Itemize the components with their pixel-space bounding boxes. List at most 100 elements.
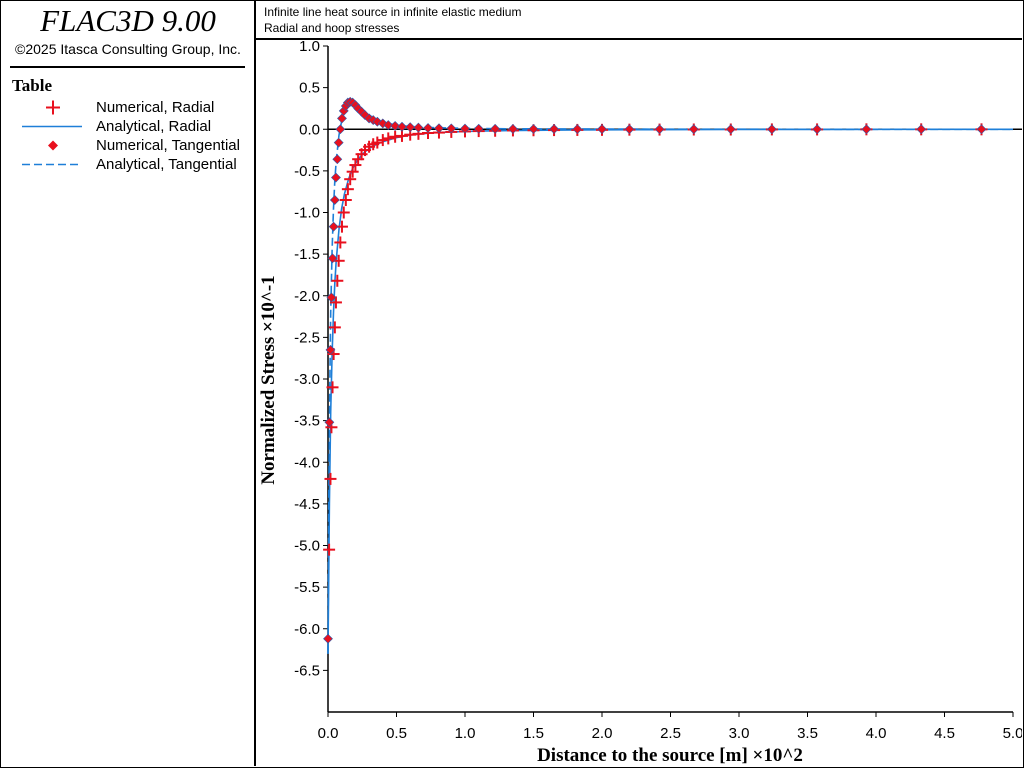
data-point-numerical-tangential xyxy=(624,124,635,135)
data-point-numerical-tangential xyxy=(328,221,339,232)
y-tick-label: -4.5 xyxy=(294,496,320,513)
data-point-numerical-radial xyxy=(339,194,352,207)
data-point-numerical-tangential xyxy=(460,123,470,134)
x-tick-label: 1.5 xyxy=(523,725,544,742)
x-tick-label: 3.5 xyxy=(797,725,818,742)
data-point-numerical-tangential xyxy=(423,123,433,133)
app-title: FLAC3D 9.00 xyxy=(40,3,216,38)
data-point-numerical-radial xyxy=(323,543,336,556)
legend-label: Analytical, Tangential xyxy=(96,156,237,173)
x-tick-label: 4.0 xyxy=(866,725,887,742)
y-tick-label: -2.0 xyxy=(294,288,320,305)
data-point-numerical-radial xyxy=(324,472,337,485)
data-point-numerical-tangential xyxy=(688,124,699,135)
plus-marker-icon xyxy=(46,100,60,115)
y-tick-label: 0.0 xyxy=(299,121,320,138)
y-tick-label: -5.5 xyxy=(294,579,320,596)
diamond-marker-icon xyxy=(48,140,58,151)
data-point-numerical-tangential xyxy=(508,123,518,134)
sidebar-divider xyxy=(10,66,245,68)
data-point-numerical-tangential xyxy=(916,124,927,135)
y-tick-label: -0.5 xyxy=(294,163,320,180)
x-tick-label: 5.0 xyxy=(1003,725,1022,742)
plot-subtitle: Radial and hoop stresses xyxy=(264,21,400,35)
dashed-line-icon xyxy=(22,163,82,166)
data-point-numerical-tangential xyxy=(326,292,337,303)
data-point-numerical-tangential xyxy=(597,124,607,135)
x-tick-label: 2.0 xyxy=(592,725,613,742)
solid-line-icon xyxy=(22,125,82,128)
data-point-numerical-tangential xyxy=(337,113,347,124)
data-point-numerical-tangential xyxy=(397,121,407,132)
plot-header: Infinite line heat source in infinite el… xyxy=(256,0,1022,40)
data-point-numerical-radial xyxy=(382,132,395,145)
y-tick-label: -5.0 xyxy=(294,538,320,555)
copyright-notice: ©2025 Itasca Consulting Group, Inc. xyxy=(15,41,241,57)
legend-title: Table xyxy=(12,76,53,95)
data-point-numerical-tangential xyxy=(654,124,665,135)
axes: 1.0 0.5 0.0 -0.5 -1.0 -1.5 -2.0 -2.5 -3.0 -3.5 -4.… xyxy=(294,40,1022,742)
y-tick-label: -3.5 xyxy=(294,413,320,430)
data-point-numerical-radial xyxy=(395,129,408,142)
data-point-numerical-radial xyxy=(376,134,389,147)
y-tick-label: 1.0 xyxy=(299,40,320,55)
x-tick-label: 3.0 xyxy=(729,725,750,742)
data-point-numerical-tangential xyxy=(528,124,539,134)
data-point-numerical-radial xyxy=(329,296,342,309)
data-point-numerical-tangential xyxy=(333,137,344,148)
x-tick-label: 4.5 xyxy=(934,725,955,742)
data-point-numerical-tangential xyxy=(725,124,736,135)
data-point-numerical-tangential xyxy=(405,122,416,133)
data-point-numerical-tangential xyxy=(549,124,559,134)
data-point-numerical-radial xyxy=(344,173,357,186)
y-axis-label: Normalized Stress ×10^-1 xyxy=(258,275,279,484)
data-point-numerical-radial xyxy=(349,159,362,172)
y-tick-label: -4.0 xyxy=(294,454,320,471)
y-tick-label: -1.0 xyxy=(294,205,320,222)
y-tick-label: 0.5 xyxy=(299,80,320,97)
x-tick-label: 2.5 xyxy=(660,725,681,742)
data-point-numerical-tangential xyxy=(383,120,394,131)
legend-item-analytical-radial: Analytical, Radial xyxy=(0,117,256,136)
data-point-numerical-tangential xyxy=(572,124,583,135)
data-point-numerical-radial xyxy=(371,136,384,149)
plot-title: Infinite line heat source in infinite el… xyxy=(264,5,522,19)
data-point-numerical-tangential xyxy=(976,124,987,135)
data-point-numerical-tangential xyxy=(331,172,341,183)
data-point-numerical-tangential xyxy=(446,123,457,134)
legend-item-numerical-tangential: Numerical, Tangential xyxy=(0,136,256,155)
data-point-numerical-radial xyxy=(346,165,359,178)
x-tick-label: 0.5 xyxy=(386,725,407,742)
series-line-analytical-radial xyxy=(327,128,1013,654)
data-point-numerical-tangential xyxy=(325,344,336,355)
legend-label: Numerical, Tangential xyxy=(96,137,240,154)
data-point-numerical-tangential xyxy=(327,253,338,264)
legend-label: Numerical, Radial xyxy=(96,99,215,116)
data-point-numerical-radial xyxy=(334,236,347,249)
x-axis-label: Distance to the source [m] ×10^2 xyxy=(537,745,803,766)
x-tick-label: 1.0 xyxy=(455,725,476,742)
y-tick-label: -6.0 xyxy=(294,621,320,638)
data-point-numerical-radial xyxy=(337,206,350,219)
data-point-numerical-tangential xyxy=(324,417,335,428)
data-point-numerical-radial xyxy=(326,381,339,394)
data-point-numerical-tangential xyxy=(766,124,777,135)
chart: 1.0 0.5 0.0 -0.5 -1.0 -1.5 -2.0 -2.5 -3.0 -3.5 -4.… xyxy=(258,40,1022,766)
data-point-numerical-tangential xyxy=(323,633,333,644)
data-point-numerical-tangential xyxy=(413,122,424,133)
data-point-numerical-tangential xyxy=(473,123,484,134)
legend-item-numerical-radial: Numerical, Radial xyxy=(0,98,256,117)
y-tick-label: -2.5 xyxy=(294,329,320,346)
data-point-numerical-tangential xyxy=(329,195,340,205)
sidebar: FLAC3D 9.00 ©2025 Itasca Consulting Grou… xyxy=(0,0,256,766)
y-tick-label: -3.0 xyxy=(294,371,320,388)
legend-label: Analytical, Radial xyxy=(96,118,212,135)
y-tick-label: -1.5 xyxy=(294,246,320,263)
legend-item-analytical-tangential: Analytical, Tangential xyxy=(0,155,256,174)
data-point-numerical-tangential xyxy=(861,124,872,135)
data-point-numerical-tangential xyxy=(434,123,444,134)
series-line-analytical-tangential xyxy=(327,101,1013,654)
data-point-numerical-tangential xyxy=(812,124,823,135)
data-point-numerical-tangential xyxy=(332,154,343,165)
data-point-numerical-radial xyxy=(341,183,354,196)
